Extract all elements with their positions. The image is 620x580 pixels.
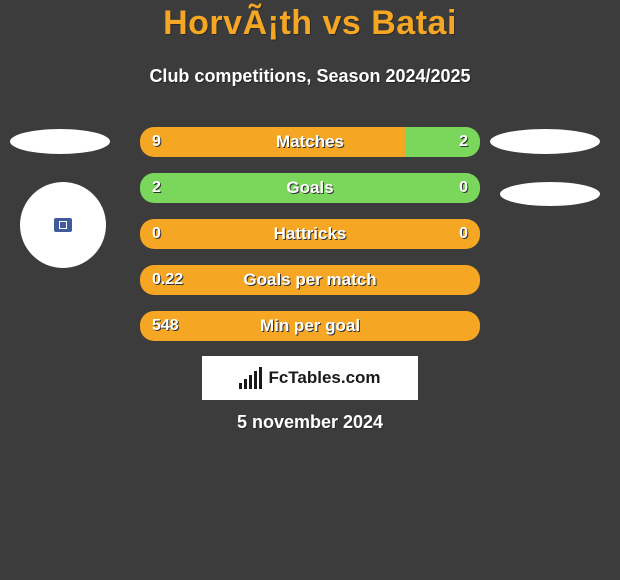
stat-bar: Hattricks0 0: [140, 219, 480, 249]
stat-bar: Min per goal548: [140, 311, 480, 341]
fctables-logo: FcTables.com: [202, 356, 418, 400]
comparison-infographic: HorvÃ¡th vs Batai Club competitions, Sea…: [0, 4, 620, 580]
stat-row: Goals per match0.22: [0, 265, 620, 295]
stat-row: Min per goal548: [0, 311, 620, 341]
stat-bar: Goals per match0.22: [140, 265, 480, 295]
stat-value-left: 548: [152, 311, 179, 341]
stat-bar: Goals2 0: [140, 173, 480, 203]
stat-label: Matches: [140, 127, 480, 157]
subtitle: Club competitions, Season 2024/2025: [0, 66, 620, 87]
stat-label: Goals: [140, 173, 480, 203]
stat-label: Goals per match: [140, 265, 480, 295]
stat-label: Hattricks: [140, 219, 480, 249]
stat-value-right: 2: [459, 127, 468, 157]
stat-value-left: 9: [152, 127, 161, 157]
stat-row: Goals2 0: [0, 173, 620, 203]
logo-text: FcTables.com: [268, 368, 380, 388]
stat-value-left: 0: [152, 219, 161, 249]
stat-value-left: 0.22: [152, 265, 183, 295]
stat-label: Min per goal: [140, 311, 480, 341]
stat-row: Hattricks0 0: [0, 219, 620, 249]
generated-date: 5 november 2024: [0, 412, 620, 433]
stat-bar: Matches9 2: [140, 127, 480, 157]
stat-value-left: 2: [152, 173, 161, 203]
stat-value-right: 0: [459, 219, 468, 249]
stat-row: Matches9 2: [0, 127, 620, 157]
logo-bars-icon: [239, 367, 262, 389]
stat-value-right: 0: [459, 173, 468, 203]
page-title: HorvÃ¡th vs Batai: [0, 4, 620, 43]
